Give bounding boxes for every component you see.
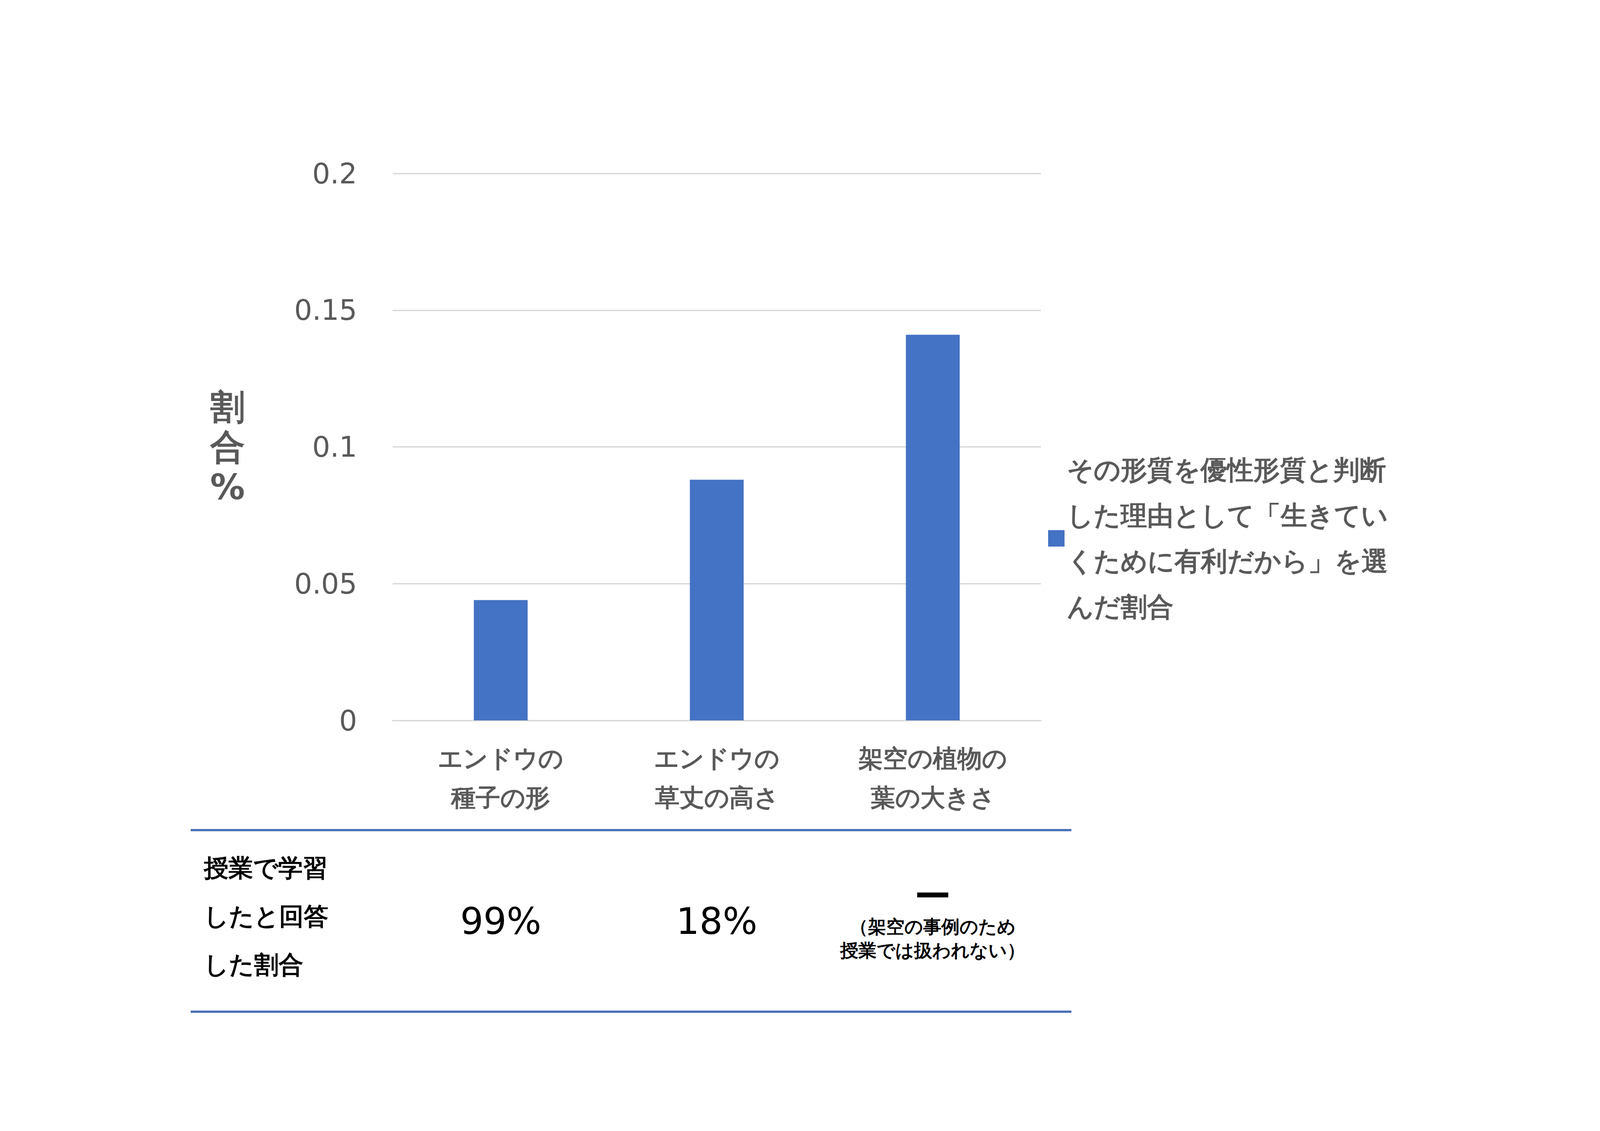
html-text:した割合: した割合 [203, 950, 304, 979]
svg-text:エンドウの: エンドウの [654, 743, 780, 773]
svg-text:%: % [210, 466, 245, 508]
svg-text:0.05: 0.05 [294, 566, 358, 601]
html-text:授業で学習: 授業で学習 [203, 853, 328, 883]
html-text:（架空の事例のため: （架空の事例のため [849, 915, 1016, 937]
svg-text:その形質を優性形質と判断: その形質を優性形質と判断 [1066, 454, 1387, 486]
svg-text:架空の植物の: 架空の植物の [858, 743, 1008, 773]
svg-text:した理由として「生きてい: した理由として「生きてい [1066, 499, 1388, 531]
svg-text:種子の形: 種子の形 [450, 783, 551, 812]
svg-text:合: 合 [209, 426, 245, 468]
svg-text:草丈の高さ: 草丈の高さ [654, 783, 780, 812]
html-text:授業では扱われない）: 授業では扱われない） [840, 939, 1026, 961]
svg-text:割: 割 [210, 386, 245, 427]
svg-text:エンドウの: エンドウの [437, 743, 564, 773]
html-text:したと回答: したと回答 [203, 901, 329, 931]
svg-text:0: 0 [339, 703, 358, 738]
svg-text:葉の大きさ: 葉の大きさ [870, 783, 996, 812]
svg-text:0.2: 0.2 [311, 156, 358, 191]
svg-text:くために有利だから」を選: くために有利だから」を選 [1066, 545, 1388, 577]
html-text:99%: 99% [460, 899, 542, 943]
html-text:18%: 18% [676, 899, 758, 943]
html-text:ー: ー [914, 874, 952, 918]
svg-text:んだ割合: んだ割合 [1066, 591, 1174, 623]
svg-text:0.15: 0.15 [294, 293, 358, 327]
svg-text:0.1: 0.1 [311, 430, 358, 464]
